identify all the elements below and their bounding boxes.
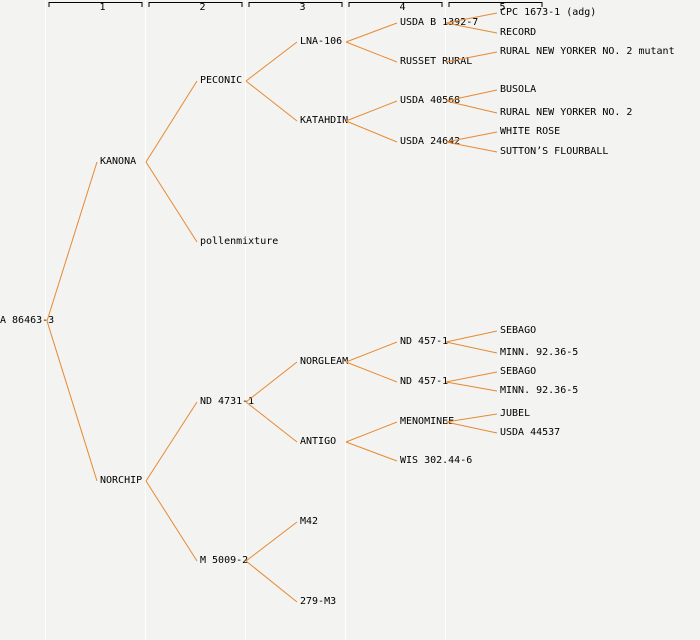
column-separator-line bbox=[145, 0, 146, 640]
column-separator-line bbox=[45, 0, 46, 640]
generation-number-4: 4 bbox=[399, 2, 406, 13]
tree-node-label-lna106: LNA-106 bbox=[300, 36, 343, 47]
tree-node-label-nd4731: ND 4731-1 bbox=[200, 396, 255, 407]
tree-node-label-suttons: SUTTON’S FLOURBALL bbox=[500, 146, 609, 157]
tree-node-label-minn1: MINN. 92.36-5 bbox=[500, 347, 579, 358]
tree-node-label-pollenmix: pollenmixture bbox=[200, 236, 279, 247]
generation-number-3: 3 bbox=[299, 2, 306, 13]
tree-node-label-wis302: WIS 302.44-6 bbox=[400, 455, 473, 466]
tree-node-label-nd457b: ND 457-1 bbox=[400, 376, 449, 387]
tree-node-label-russetrural: RUSSET RURAL bbox=[400, 56, 473, 67]
tree-node-label-usda24642: USDA 24642 bbox=[400, 136, 461, 147]
tree-node-label-antigo: ANTIGO bbox=[300, 436, 337, 447]
tree-node-label-usda40568: USDA 40568 bbox=[400, 95, 461, 106]
tree-node-label-rny2: RURAL NEW YORKER NO. 2 bbox=[500, 107, 633, 118]
generation-header: 1 2 3 4 5 bbox=[0, 0, 700, 20]
column-separator-line bbox=[445, 0, 446, 640]
tree-node-label-minn2: MINN. 92.36-5 bbox=[500, 385, 579, 396]
tree-node-label-norgleam: NORGLEAM bbox=[300, 356, 349, 367]
tree-node-label-root: A 86463-3 bbox=[0, 315, 55, 326]
generation-number-2: 2 bbox=[199, 2, 206, 13]
column-separator-line bbox=[345, 0, 346, 640]
tree-node-label-record: RECORD bbox=[500, 27, 537, 38]
tree-node-label-norchip: NORCHIP bbox=[100, 475, 143, 486]
tree-node-label-jubel: JUBEL bbox=[500, 408, 531, 419]
tree-node-label-busola: BUSOLA bbox=[500, 84, 537, 95]
tree-node-label-rny2mut: RURAL NEW YORKER NO. 2 mutant bbox=[500, 46, 675, 57]
tree-node-label-sebago1: SEBAGO bbox=[500, 325, 537, 336]
column-separator-line bbox=[245, 0, 246, 640]
tree-node-label-m5009: M 5009-2 bbox=[200, 555, 249, 566]
tree-node-label-sebago2: SEBAGO bbox=[500, 366, 537, 377]
tree-node-label-cpc1673: CPC 1673-1 (adg) bbox=[500, 7, 597, 18]
tree-node-label-m42: M42 bbox=[300, 516, 319, 527]
tree-node-label-peconic: PECONIC bbox=[200, 75, 243, 86]
tree-node-label-nd457a: ND 457-1 bbox=[400, 336, 449, 347]
tree-node-label-katahdin: KATAHDIN bbox=[300, 115, 349, 126]
tree-node-label-menominee: MENOMINEE bbox=[400, 416, 455, 427]
tree-node-label-m279: 279-M3 bbox=[300, 596, 337, 607]
tree-node-label-whiterose: WHITE ROSE bbox=[500, 126, 561, 137]
generation-number-5: 5 bbox=[499, 2, 506, 13]
tree-node-label-kanona: KANONA bbox=[100, 156, 137, 167]
tree-node-label-usda44537: USDA 44537 bbox=[500, 427, 561, 438]
generation-number-1: 1 bbox=[99, 2, 106, 13]
